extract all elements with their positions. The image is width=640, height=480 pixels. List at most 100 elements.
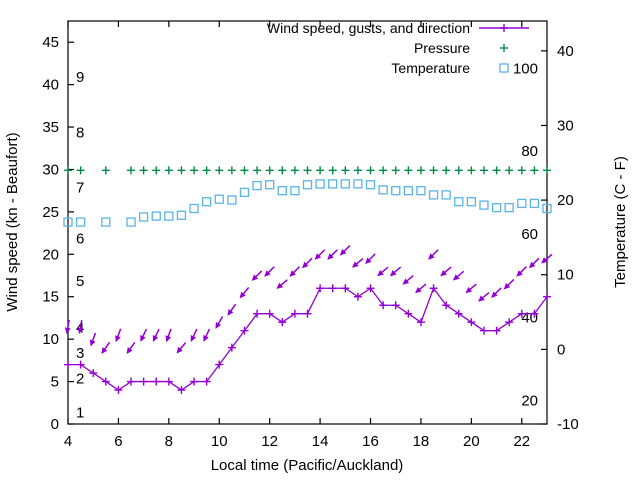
x-axis-tick-label: 18 xyxy=(413,433,430,450)
y-axis-right-labels: -10 0 10 20 30 40 xyxy=(557,43,579,433)
temperature-marker xyxy=(391,186,401,196)
y-axis-right-tick-label: 40 xyxy=(557,43,574,60)
wind-direction-arrow xyxy=(190,335,197,342)
y-axis-tick-label: 25 xyxy=(42,204,59,221)
temperature-marker xyxy=(315,179,325,189)
temperature-marker xyxy=(340,179,350,189)
temperature-marker xyxy=(454,197,464,207)
wind-direction-arrow xyxy=(289,270,296,277)
temperature-marker xyxy=(353,179,363,189)
x-axis-tick-label: 12 xyxy=(261,433,278,450)
wind-direction-arrow xyxy=(528,261,536,269)
wind-direction-arrow xyxy=(89,339,96,347)
y-axis-right-title: Temperature (C - F) xyxy=(612,156,629,288)
temperature-marker xyxy=(151,211,161,221)
temperature-marker xyxy=(302,180,313,190)
wind-direction-arrow xyxy=(140,335,146,342)
x-axis-tick-label: 22 xyxy=(513,433,530,450)
wind-direction-arrow xyxy=(126,347,133,354)
temperature-marker xyxy=(214,194,224,204)
y-axis-right-tick-label: 20 xyxy=(557,192,574,209)
y-axis-tick-label: 40 xyxy=(42,77,59,94)
x-axis-tick-label: 4 xyxy=(64,433,72,450)
wind-direction-arrow xyxy=(415,286,422,294)
wind-direction-arrow xyxy=(389,269,397,277)
x-axis-tick-label: 10 xyxy=(211,433,228,450)
wind-direction-arrow xyxy=(516,270,523,277)
temperature-marker xyxy=(403,186,413,196)
wind-direction-arrow xyxy=(339,249,347,256)
y-axis-left-ticks xyxy=(68,41,74,425)
legend-label: Pressure xyxy=(414,40,470,56)
fahrenheit-label: 80 xyxy=(521,143,538,160)
x-axis-tick-label: 8 xyxy=(165,433,173,450)
temperature-marker xyxy=(277,186,287,196)
series-temperature xyxy=(63,179,552,227)
wind-direction-arrow xyxy=(77,327,84,334)
temperature-marker xyxy=(189,203,199,214)
beaufort-label: 9 xyxy=(76,69,84,86)
wind-direction-arrow xyxy=(440,269,447,277)
beaufort-label: 1 xyxy=(76,404,84,421)
x-axis-labels: 4 6 8 10 12 14 16 18 20 22 xyxy=(64,433,530,450)
temperature-marker xyxy=(227,195,237,205)
wind-direction-arrow xyxy=(352,261,359,268)
x-axis-tick-label: 16 xyxy=(362,433,379,450)
temperature-marker xyxy=(517,198,527,209)
temperature-marker xyxy=(428,190,439,200)
wind-direction-arrow xyxy=(64,327,71,334)
y-axis-right-tick-label: 10 xyxy=(557,267,574,284)
temperature-marker xyxy=(328,179,338,189)
y-axis-tick-label: 0 xyxy=(51,416,59,433)
legend-label: Wind speed, gusts, and direction xyxy=(267,20,470,36)
wind-direction-arrow xyxy=(227,308,234,316)
wind-direction-arrow xyxy=(402,278,410,285)
x-axis-tick-label: 20 xyxy=(463,433,480,450)
temperature-marker xyxy=(290,186,300,196)
wind-direction-arrow xyxy=(541,257,548,264)
temperature-marker xyxy=(479,200,489,210)
y-axis-right-tick-label: 30 xyxy=(557,117,574,134)
wind-direction-arrow xyxy=(165,335,172,343)
y-axis-right-tick-label: 0 xyxy=(557,341,565,358)
wind-direction-arrow xyxy=(314,253,322,260)
y-axis-tick-label: 45 xyxy=(42,34,59,51)
temperature-marker xyxy=(176,210,187,220)
y-axis-title: Wind speed (kn - Beaufort) xyxy=(4,132,21,311)
chart-legend: Wind speed, gusts, and direction Pressure… xyxy=(267,20,529,76)
x-axis-tick-label: 14 xyxy=(312,433,329,450)
temperature-marker xyxy=(491,203,502,213)
wind-direction-arrow xyxy=(428,253,435,260)
temperature-marker xyxy=(504,203,514,213)
wind-direction-arrow xyxy=(327,253,334,260)
temperature-marker xyxy=(75,217,86,227)
temperature-marker xyxy=(466,197,477,207)
temperature-marker xyxy=(101,217,111,227)
wind-direction-arrow xyxy=(264,270,271,277)
wind-direction-arrow xyxy=(115,335,121,343)
series-wind-speed xyxy=(64,284,551,395)
temperature-marker xyxy=(441,190,451,200)
fahrenheit-label: 100 xyxy=(513,60,538,77)
temperature-marker xyxy=(252,180,262,191)
x-axis-tick-label: 6 xyxy=(114,433,122,450)
fahrenheit-label: 60 xyxy=(521,226,538,243)
beaufort-label: 3 xyxy=(76,345,84,362)
beaufort-label: 6 xyxy=(76,230,84,247)
wind-direction-arrow xyxy=(215,322,222,329)
fahrenheit-label: 20 xyxy=(521,392,538,409)
y-axis-tick-label: 10 xyxy=(42,331,59,348)
x-axis-top-ticks xyxy=(67,21,523,27)
series-gusts-direction xyxy=(64,244,553,354)
temperature-marker xyxy=(239,187,250,198)
wind-direction-arrow xyxy=(251,274,259,281)
x-axis-title: Local time (Pacific/Auckland) xyxy=(211,457,404,474)
wind-direction-arrow xyxy=(377,269,384,277)
temperature-marker xyxy=(529,198,540,209)
y-axis-right-tick-label: -10 xyxy=(557,416,579,433)
wind-direction-arrow xyxy=(478,295,485,302)
y-axis-right-ticks xyxy=(541,50,547,425)
